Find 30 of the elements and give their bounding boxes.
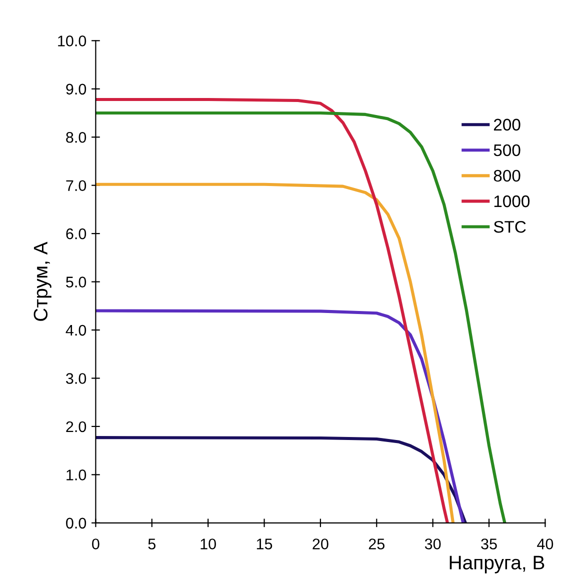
legend-label: STC — [494, 220, 526, 233]
x-tick-label: 0 — [92, 538, 100, 550]
x-tick-label: 15 — [256, 538, 272, 550]
y-tick-label: 8.0 — [66, 132, 86, 143]
legend-label: 800 — [494, 170, 520, 182]
x-tick-label: 20 — [312, 538, 328, 550]
x-tick-label: 25 — [368, 538, 384, 550]
legend-label: 200 — [494, 118, 520, 131]
y-tick-label: 10.0 — [58, 36, 86, 46]
x-axis-title: Напруга, В — [450, 556, 544, 574]
y-tick-label: 9.0 — [66, 84, 86, 95]
y-tick-label: 1.0 — [66, 470, 86, 480]
x-tick-label: 10 — [200, 538, 216, 550]
y-tick-label: 2.0 — [66, 421, 86, 432]
y-tick-label: 0.0 — [66, 518, 86, 529]
legend-label: 1000 — [494, 195, 530, 208]
line-series — [96, 98, 449, 523]
legend-label: 500 — [494, 144, 520, 156]
y-tick-label: 3.0 — [66, 373, 86, 384]
x-tick-label: 35 — [481, 538, 497, 550]
y-tick-label: 4.0 — [66, 324, 86, 336]
y-tick-label: 7.0 — [66, 180, 86, 192]
y-axis-title: Струм, А — [34, 242, 52, 321]
x-tick-label: 40 — [537, 538, 554, 550]
y-tick-label: 5.0 — [66, 276, 86, 288]
line-series — [96, 309, 465, 523]
x-tick-label: 30 — [424, 538, 441, 550]
y-tick-label: 6.0 — [66, 228, 86, 240]
line-series — [96, 182, 455, 523]
x-tick-label: 5 — [148, 538, 156, 550]
